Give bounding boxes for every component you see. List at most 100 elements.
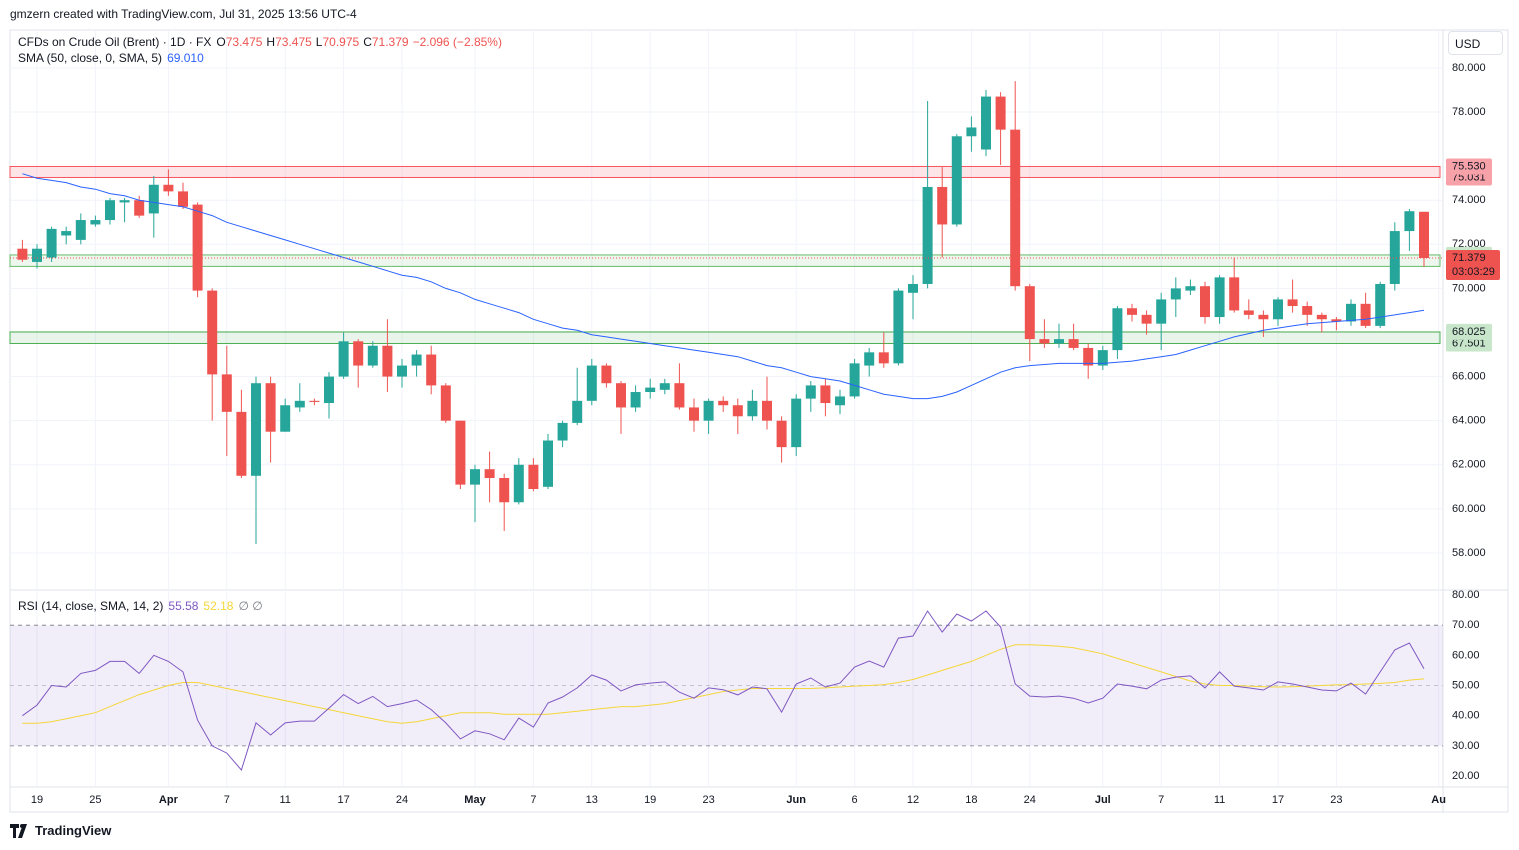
y-tick-label: 40.00 — [1452, 710, 1480, 722]
candle-body — [499, 478, 510, 503]
candle-body — [163, 184, 174, 192]
y-tick-label: 80.000 — [1452, 62, 1486, 74]
x-tick-label: 17 — [1272, 794, 1284, 806]
rsi-value: 52.18 — [203, 599, 234, 613]
ohlc-item: O73.475 — [216, 35, 262, 49]
y-tick-label: 74.000 — [1452, 194, 1486, 206]
ohlc-value: 70.975 — [322, 35, 360, 49]
x-tick-label: 7 — [224, 794, 230, 806]
candle-body — [90, 220, 101, 225]
candle-body — [61, 231, 72, 236]
ohlc-value: 73.475 — [225, 35, 263, 49]
ohlc-label: L — [315, 35, 323, 49]
candle-body — [1010, 129, 1021, 287]
x-tick-label: 19 — [644, 794, 656, 806]
y-tick-label: 78.000 — [1452, 106, 1486, 118]
ohlc-item: L70.975 — [316, 35, 359, 49]
candle-body — [309, 400, 320, 402]
y-tick-label: 58.000 — [1452, 547, 1486, 559]
candle-body — [1024, 286, 1035, 340]
x-tick-label: 17 — [337, 794, 349, 806]
main-legend: CFDs on Crude Oil (Brent) · 1D · FX O73.4… — [18, 35, 507, 49]
candle-body — [119, 200, 130, 203]
candle-body — [470, 469, 480, 485]
candle-body — [513, 464, 524, 503]
candle-body — [236, 411, 247, 476]
candle-body — [586, 365, 597, 401]
candle-body — [148, 184, 159, 214]
zone — [9, 254, 1441, 267]
ohlc-label: H — [266, 35, 276, 49]
sma-line — [22, 173, 1425, 400]
zone — [9, 165, 1441, 178]
sma-name: SMA (50, close, 0, SMA, 5) — [18, 51, 163, 65]
y-tick-label: 50.00 — [1452, 679, 1480, 691]
ohlc-item: C71.379 — [363, 35, 408, 49]
candle-body — [616, 383, 626, 408]
sma-legend: SMA (50, close, 0, SMA, 5) 69.010 — [18, 51, 209, 65]
brand: TradingView — [35, 823, 112, 838]
candle-body — [1273, 299, 1283, 320]
x-tick-label: 23 — [702, 794, 714, 806]
candle-body — [528, 464, 539, 490]
ohlc-value: 73.475 — [275, 35, 312, 49]
candle-body — [280, 405, 291, 432]
y-tick-label: 60.00 — [1452, 649, 1480, 661]
ohlc-value: 71.379 — [371, 35, 409, 49]
candle-body — [805, 385, 816, 399]
candle-body — [265, 383, 276, 432]
candle-body — [776, 420, 787, 448]
candle-body — [732, 405, 743, 417]
candle-body — [1097, 350, 1108, 366]
x-tick-label: 19 — [31, 794, 43, 806]
current-price: 71.379 — [1452, 252, 1486, 264]
y-tick-label: 62.000 — [1452, 459, 1486, 471]
candle-body — [557, 422, 568, 441]
symbol: CFDs on Crude Oil (Brent) · 1D · FX — [18, 35, 212, 49]
candle-body — [32, 248, 42, 262]
x-tick-label: 24 — [396, 794, 408, 806]
rsi-line — [22, 644, 1425, 724]
candle-body — [367, 345, 378, 366]
x-tick-label: 18 — [965, 794, 977, 806]
candle-body — [689, 407, 699, 421]
candle-body — [1083, 347, 1094, 366]
x-tick-label: May — [464, 794, 486, 806]
logo — [10, 823, 27, 838]
candle-body — [426, 354, 437, 386]
rsi-legend: RSI (14, close, SMA, 14, 2) 55.58 52.18 ∅ ∅ — [18, 599, 268, 613]
candle-body — [937, 186, 948, 225]
x-tick-label: 7 — [530, 794, 536, 806]
candle-body — [46, 228, 57, 258]
current-price-box — [1446, 249, 1500, 280]
x-tick-label: Au — [1431, 794, 1446, 806]
rsi-line — [22, 610, 1425, 772]
candle-body — [601, 365, 612, 384]
candle-body — [718, 400, 729, 406]
candle-body — [849, 363, 860, 397]
y-tick-label: 64.000 — [1452, 415, 1486, 427]
y-tick-label: 60.000 — [1452, 503, 1486, 515]
candle-body — [1214, 277, 1225, 318]
candle-body — [1141, 314, 1152, 324]
candle-body — [178, 191, 188, 207]
candle-body — [966, 127, 977, 137]
x-tick-label: 11 — [279, 794, 290, 806]
candle-body — [893, 290, 904, 364]
x-tick-label: 24 — [1024, 794, 1036, 806]
x-tick-label: 23 — [1330, 794, 1342, 806]
rsi-value: 55.58 — [168, 599, 199, 613]
candle-body — [17, 248, 28, 260]
candle-body — [1039, 339, 1050, 344]
candle-body — [1170, 288, 1181, 300]
ohlc-label: O — [216, 35, 226, 49]
price-label: 67.501 — [1452, 337, 1486, 349]
candle-body — [922, 186, 933, 284]
countdown: 03:03:29 — [1452, 266, 1495, 278]
candle-body — [1156, 299, 1167, 324]
ohlc-label: C — [363, 35, 372, 49]
currency[interactable]: USD — [1448, 31, 1503, 55]
candle-body — [1346, 303, 1356, 322]
change: −2.096 (−2.85%) — [412, 35, 502, 49]
